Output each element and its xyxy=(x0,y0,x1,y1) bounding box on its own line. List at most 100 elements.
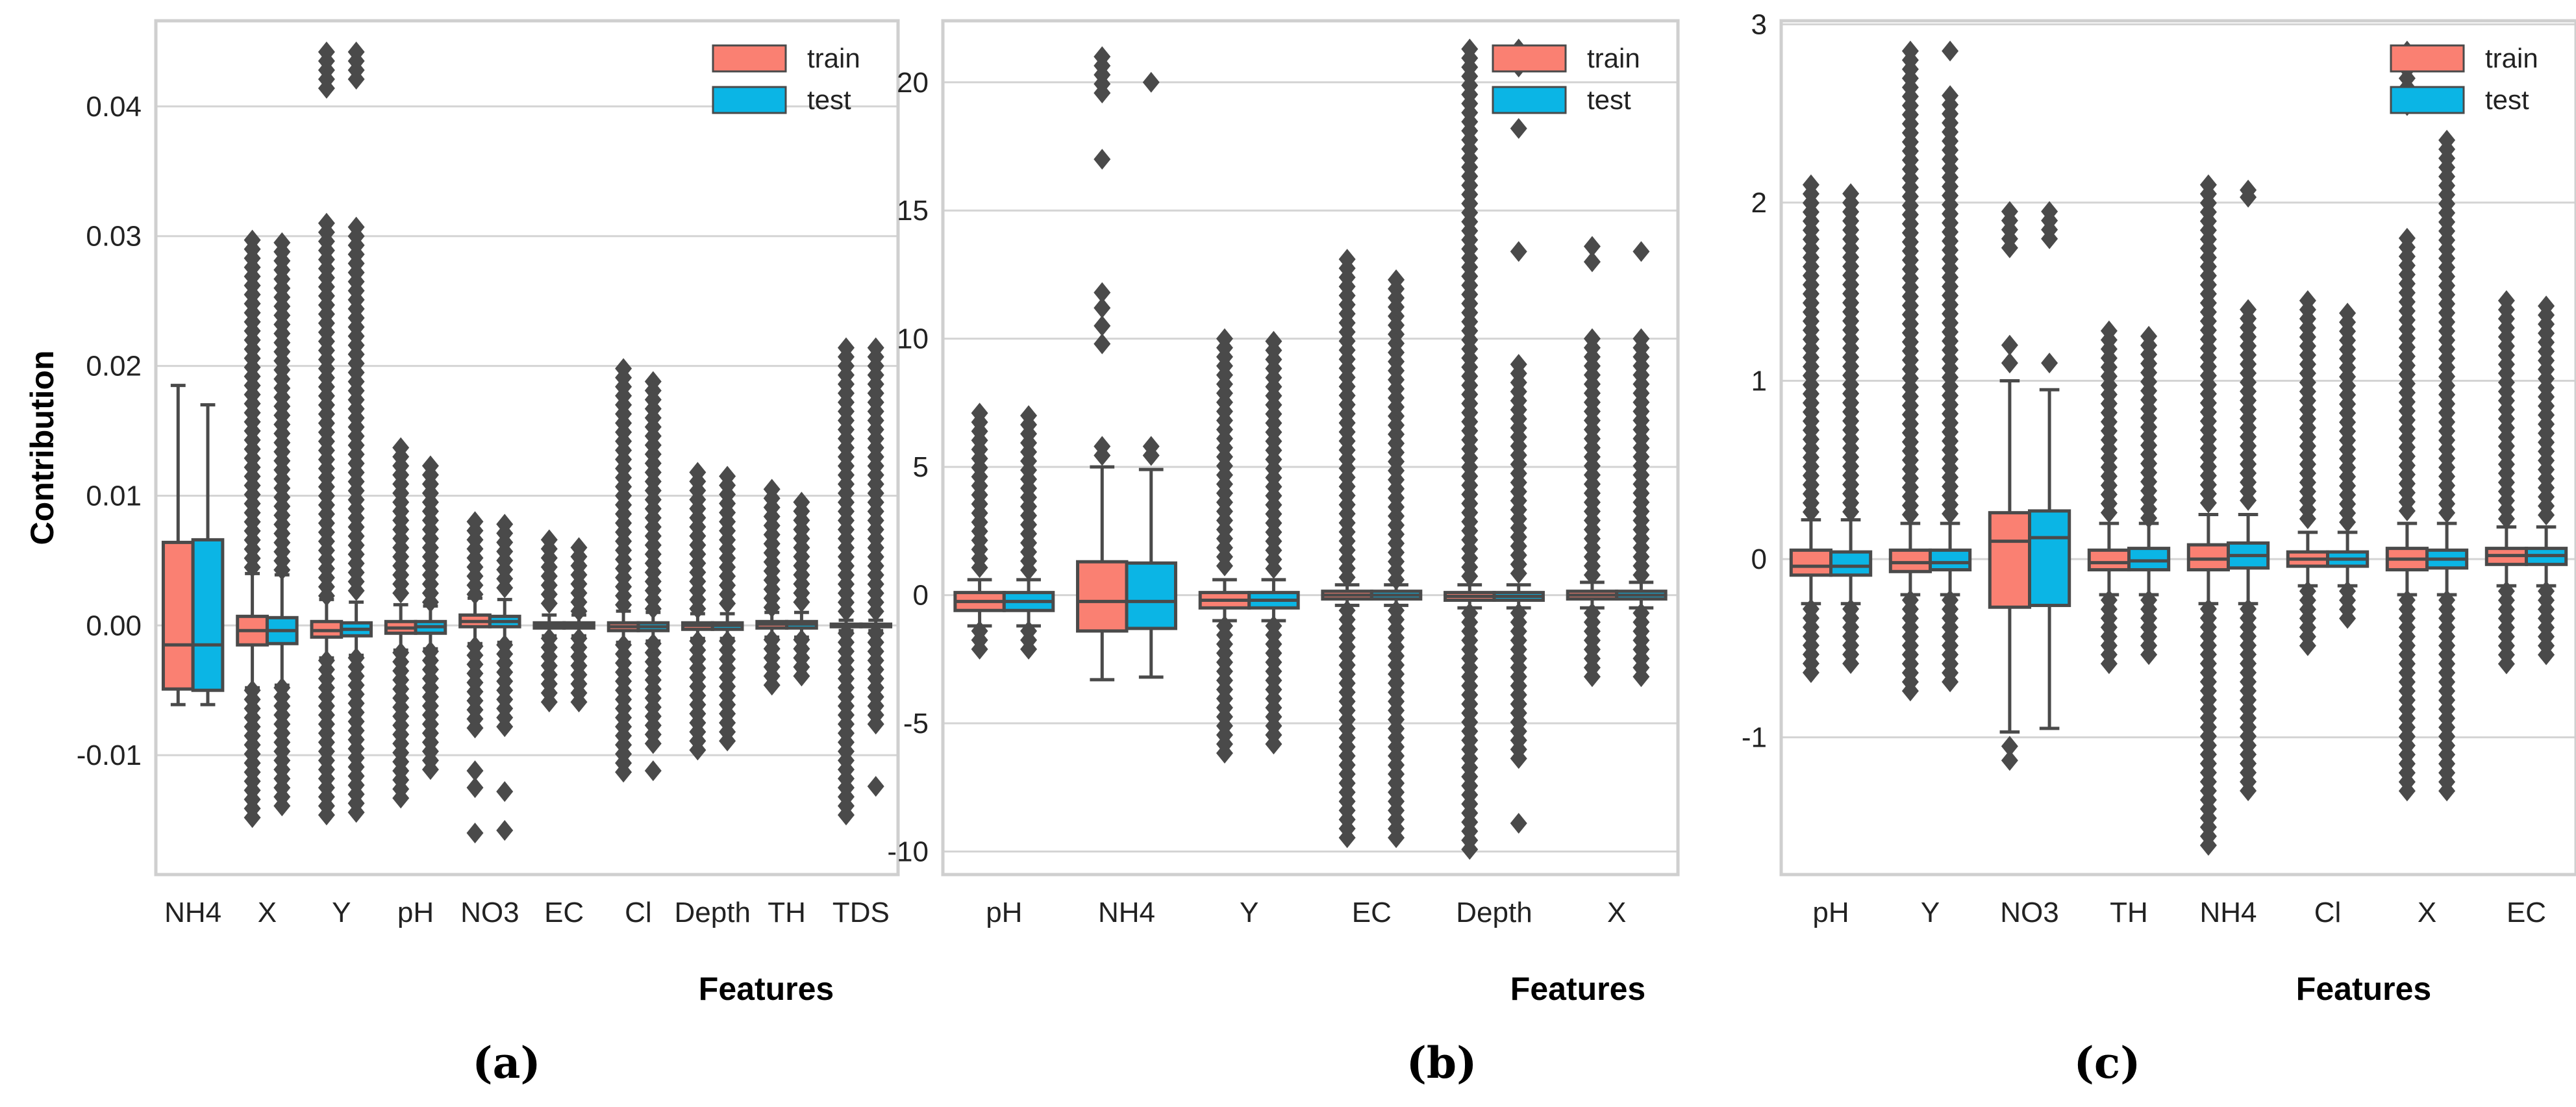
outlier-point xyxy=(2041,228,2058,249)
outlier-point xyxy=(1142,445,1160,466)
outlier-point xyxy=(1901,680,1919,702)
box-test-ec xyxy=(562,537,595,713)
legend-swatch-test xyxy=(1492,86,1567,114)
box-train-y xyxy=(310,41,344,826)
outlier-point xyxy=(2438,780,2456,802)
outlier-point xyxy=(2497,508,2515,530)
outlier-point xyxy=(347,580,365,601)
outlier-point xyxy=(1510,748,1527,769)
outlier-point xyxy=(1461,839,1479,860)
outlier-point xyxy=(244,807,261,828)
x-tick-label: Y xyxy=(332,897,351,928)
x-tick-label: TDS xyxy=(832,897,890,928)
box-train-ph xyxy=(953,403,1006,660)
outlier-point xyxy=(496,716,514,738)
outlier-point xyxy=(1510,813,1527,834)
outlier-point xyxy=(570,691,588,713)
outlier-point xyxy=(496,820,514,841)
y-tick-label: 0 xyxy=(913,580,929,612)
box-iqr xyxy=(1829,550,1873,577)
outlier-point xyxy=(2339,512,2357,533)
y-tick-label: -5 xyxy=(903,708,929,740)
outlier-point xyxy=(2140,644,2158,665)
outlier-point xyxy=(1094,445,1111,466)
box-test-th xyxy=(785,491,818,687)
x-tick-label: NH4 xyxy=(1098,897,1155,928)
outlier-point xyxy=(644,760,662,782)
outlier-point xyxy=(1094,297,1111,319)
y-tick-label: 0.02 xyxy=(86,351,142,382)
x-tick-label: NH4 xyxy=(2199,897,2257,928)
legend-swatch-train xyxy=(1492,44,1567,73)
outlier-point xyxy=(1094,315,1111,336)
x-axis-title: Features xyxy=(2296,971,2431,1007)
outlier-point xyxy=(1094,333,1111,354)
box-train-x xyxy=(236,229,269,828)
outlier-point xyxy=(2001,353,2018,374)
panel-label: (a) xyxy=(472,1038,540,1088)
x-tick-label: pH xyxy=(1812,897,1849,928)
outlier-point xyxy=(1942,503,1959,525)
legend-label-test: test xyxy=(1587,84,1631,115)
box-train-x xyxy=(2385,40,2429,802)
outlier-point xyxy=(1802,501,1819,523)
outlier-point xyxy=(1510,118,1527,139)
outlier-point xyxy=(1388,827,1405,849)
y-tick-label: 1 xyxy=(1751,366,1767,397)
outlier-point xyxy=(2240,490,2257,511)
outlier-point xyxy=(1142,71,1160,93)
y-tick-label: 5 xyxy=(913,451,929,483)
outlier-point xyxy=(540,593,558,614)
box-train-y xyxy=(1198,328,1251,764)
box-train-ec xyxy=(532,529,566,713)
outlier-point xyxy=(1632,564,1650,586)
outlier-point xyxy=(689,740,707,761)
legend-label-train: train xyxy=(807,43,860,73)
box-test-ec xyxy=(2525,295,2568,665)
x-tick-label: Depth xyxy=(1456,897,1532,928)
plot-frame xyxy=(1779,19,2576,877)
outlier-point xyxy=(2398,500,2416,521)
x-tick-label: EC xyxy=(544,897,584,928)
outlier-point xyxy=(2438,502,2456,523)
box-iqr xyxy=(1125,561,1177,630)
x-tick-label: NO3 xyxy=(460,897,519,928)
outlier-point xyxy=(2100,653,2118,675)
y-tick-label: 0.01 xyxy=(86,480,142,512)
box-iqr xyxy=(2087,548,2131,572)
outlier-point xyxy=(2001,237,2018,258)
box-test-y xyxy=(340,41,373,823)
x-tick-label: X xyxy=(258,897,277,928)
box-train-no3 xyxy=(1988,201,2032,771)
outlier-point xyxy=(318,77,335,99)
x-tick-label: NH4 xyxy=(164,897,221,928)
box-test-ph xyxy=(1002,405,1055,660)
outlier-point xyxy=(1802,662,1819,683)
outlier-point xyxy=(1338,567,1356,588)
legend-swatch-test xyxy=(712,86,787,114)
outlier-point xyxy=(466,717,484,739)
y-tick-label: 0.04 xyxy=(86,91,142,123)
box-iqr xyxy=(161,540,195,691)
outlier-point xyxy=(1265,733,1282,754)
y-tick-label: 3 xyxy=(1751,8,1767,40)
outlier-point xyxy=(1265,558,1282,579)
outlier-point xyxy=(1632,241,1650,262)
box-train-depth xyxy=(1444,38,1496,860)
outlier-point xyxy=(318,804,335,826)
outlier-point xyxy=(1583,251,1601,273)
box-iqr xyxy=(191,538,225,692)
legend-swatch-train xyxy=(2390,44,2465,73)
y-tick-label: 0 xyxy=(1751,543,1767,575)
legend-swatch-test xyxy=(2390,86,2465,114)
outlier-point xyxy=(1583,564,1601,586)
chart-panel-3: -1 0 1 2 3 pH Y NO3 TH NH4 Cl X EC train test Features (… xyxy=(1742,8,2576,1088)
legend-label-train: train xyxy=(1587,43,1640,73)
outlier-point xyxy=(2538,504,2555,526)
x-axis-title: Features xyxy=(1510,971,1645,1007)
outlier-point xyxy=(1216,555,1233,577)
outlier-point xyxy=(1583,236,1601,257)
outlier-point xyxy=(1216,742,1233,764)
